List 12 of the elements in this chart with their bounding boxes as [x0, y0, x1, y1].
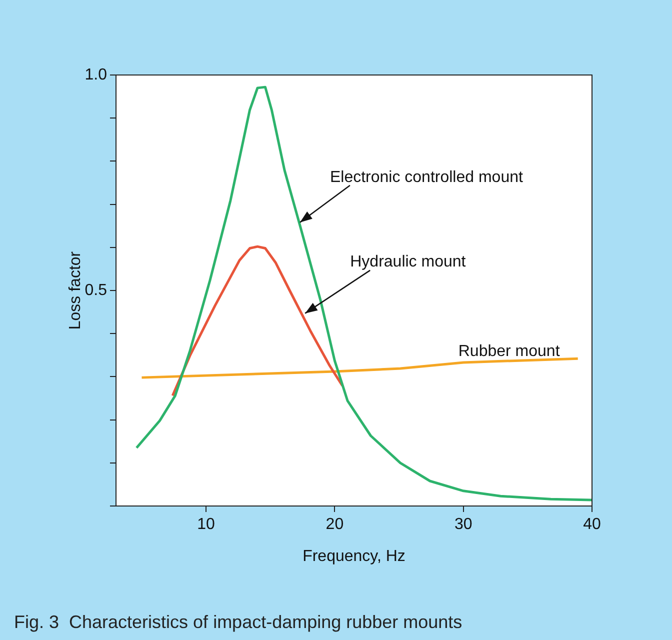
x-axis-title: Frequency, Hz	[302, 548, 406, 565]
annotation: Rubber mount	[458, 343, 560, 360]
y-tick-label: 1.0	[84, 66, 108, 84]
y-axis-title: Loss factor	[67, 250, 84, 330]
annotation: Electronic controlled mount	[330, 168, 524, 186]
caption: Fig. 3 Characteristics of impact-damping rubber mounts	[14, 612, 462, 633]
x-tick-label: 20	[326, 516, 344, 534]
x-tick-label: 10	[197, 516, 216, 534]
annotation: Hydraulic mount	[350, 254, 466, 271]
y-tick-label: 0.5	[84, 282, 108, 299]
x-tick-label: 30	[454, 516, 472, 534]
x-tick-label: 40	[583, 516, 601, 534]
